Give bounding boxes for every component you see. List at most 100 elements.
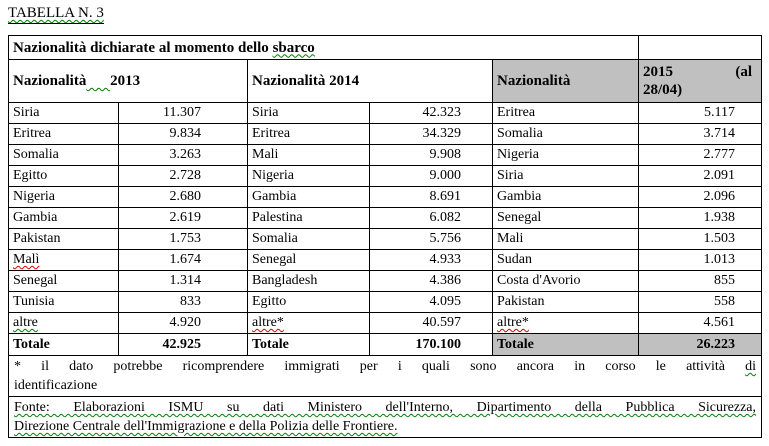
nationality-cell: Malì: [8, 249, 119, 271]
nationality-cell: Somalia: [8, 144, 119, 166]
table-row: Eritrea 9.834 Eritrea 34.329 Somalia 3.7…: [8, 123, 763, 145]
nationality-cell: Eritrea: [247, 123, 370, 145]
value-cell: 1.674: [118, 249, 248, 271]
value-cell: 833: [118, 291, 248, 313]
table-title-cell: Nazionalità dichiarate al momento dello …: [7, 35, 640, 60]
header-2015-year-left: 2015: [643, 64, 674, 80]
table-row: Tunisia 833 Egitto 4.095 Pakistan 558: [8, 291, 763, 313]
nationality-cell: Nigeria: [8, 186, 119, 208]
value-cell: 3.714: [638, 123, 763, 145]
source-line1: Fonte: Elaborazioni ISMU su dati Ministe…: [14, 398, 756, 417]
nationality-cell: Palestina: [247, 207, 370, 229]
value-cell: 42.323: [369, 102, 493, 124]
spellcheck-gap-squiggle: [86, 73, 110, 89]
nationality-cell: Senegal: [491, 207, 640, 229]
table-row: Nigeria 2.680 Gambia 8.691 Gambia 2.096: [8, 186, 763, 208]
value-cell: 1.013: [638, 249, 763, 271]
value-cell: 2.680: [118, 186, 248, 208]
nationality-cell: Costa d'Avorio: [491, 270, 640, 292]
value-cell: 40.597: [369, 312, 493, 334]
nationality-misspelled: altre*: [497, 315, 529, 330]
nationality-cell: Gambia: [491, 186, 640, 208]
nationality-cell: Pakistan: [491, 291, 640, 313]
value-cell: 5.117: [638, 102, 763, 124]
total-label: Totale: [247, 333, 370, 356]
nationalities-table: Nazionalità dichiarate al momento dello …: [7, 35, 763, 438]
header-2014: Nazionalità 2014: [247, 59, 493, 103]
header-2015-year: 2015 (al 28/04): [638, 59, 763, 103]
nationality-flagged: altre: [13, 315, 38, 330]
nationality-cell: Sudan: [491, 249, 640, 271]
value-cell: 2.091: [638, 165, 763, 187]
nationality-cell: Siria: [8, 102, 119, 124]
source-line2-text: Direzione Centrale dell'Immigrazione e d…: [14, 419, 398, 434]
nationality-cell: Senegal: [8, 270, 119, 292]
table-row: Senegal 1.314 Bangladesh 4.386 Costa d'A…: [8, 270, 763, 292]
value-cell: 34.329: [369, 123, 493, 145]
table-row: Malì 1.674 Senegal 4.933 Sudan 1.013: [8, 249, 763, 271]
nationality-cell: Egitto: [8, 165, 119, 187]
value-cell: 4.386: [369, 270, 493, 292]
value-cell: 11.307: [118, 102, 248, 124]
total-value: 26.223: [638, 333, 763, 356]
value-cell: 1.753: [118, 228, 248, 250]
nationality-cell: Siria: [247, 102, 370, 124]
nationality-cell: altre: [8, 312, 119, 334]
footnote-line1: * il dato potrebbe ricomprendere immigra…: [14, 357, 756, 376]
totals-row: Totale 42.925 Totale 170.100 Totale 26.2…: [8, 333, 763, 356]
table-title-row: Nazionalità dichiarate al momento dello …: [7, 35, 763, 60]
document-title: TABELLA N. 3: [8, 4, 761, 24]
value-cell: 2.096: [638, 186, 763, 208]
footnote: * il dato potrebbe ricomprendere immigra…: [7, 355, 763, 397]
table-row: Egitto 2.728 Nigeria 9.000 Siria 2.091: [8, 165, 763, 187]
nationality-cell: altre*: [247, 312, 370, 334]
value-cell: 9.908: [369, 144, 493, 166]
nationality-cell: Eritrea: [491, 102, 640, 124]
header-2015-year-line2: 28/04): [643, 82, 683, 98]
value-cell: 855: [638, 270, 763, 292]
header-2015-year-right: (al: [735, 64, 753, 80]
nationality-cell: Somalia: [247, 228, 370, 250]
value-cell: 2.777: [638, 144, 763, 166]
value-cell: 1.503: [638, 228, 763, 250]
table-title-text: Nazionalità dichiarate al momento dello: [13, 39, 269, 56]
total-value: 170.100: [369, 333, 493, 356]
total-label: Totale: [8, 333, 119, 356]
value-cell: 558: [638, 291, 763, 313]
value-cell: 3.263: [118, 144, 248, 166]
nationality-cell: Egitto: [247, 291, 370, 313]
nationality-cell: Eritrea: [8, 123, 119, 145]
nationality-cell: Nigeria: [491, 144, 640, 166]
nationality-cell: Pakistan: [8, 228, 119, 250]
nationality-cell: Senegal: [247, 249, 370, 271]
nationality-cell: Siria: [491, 165, 640, 187]
header-2015-nationality: Nazionalità: [491, 59, 640, 103]
value-cell: 9.000: [369, 165, 493, 187]
nationality-cell: altre*: [491, 312, 640, 334]
document-title-underline: TABELLA N. 3: [8, 4, 104, 24]
header-2013-label: Nazionalità: [13, 73, 87, 89]
value-cell: 1.314: [118, 270, 248, 292]
table-title-wavy-word: sbarco: [272, 39, 315, 56]
value-cell: 4.920: [118, 312, 248, 334]
nationality-cell: Mali: [247, 144, 370, 166]
nationality-cell: Mali: [491, 228, 640, 250]
table-row: Siria 11.307 Siria 42.323 Eritrea 5.117: [8, 102, 763, 124]
value-cell: 9.834: [118, 123, 248, 145]
footnote-line1-text: * il dato potrebbe ricomprendere immigra…: [14, 359, 725, 374]
total-value: 42.925: [118, 333, 248, 356]
source-row: Fonte: Elaborazioni ISMU su dati Ministe…: [7, 396, 763, 438]
value-cell: 2.619: [118, 207, 248, 229]
value-cell: 4.933: [369, 249, 493, 271]
nationality-cell: Tunisia: [8, 291, 119, 313]
value-cell: 2.728: [118, 165, 248, 187]
footnote-row: * il dato potrebbe ricomprendere immigra…: [7, 355, 763, 397]
value-cell: 4.561: [638, 312, 763, 334]
nationality-cell: Gambia: [8, 207, 119, 229]
nationality-misspelled: altre*: [252, 315, 284, 330]
header-2013-year: 2013: [110, 73, 141, 89]
value-cell: 1.938: [638, 207, 763, 229]
value-cell: 6.082: [369, 207, 493, 229]
table-header-row: Nazionalità 2013 Nazionalità 2014 Nazion…: [8, 59, 763, 103]
source-line1-text: Fonte: Elaborazioni ISMU su dati Ministe…: [14, 400, 757, 415]
